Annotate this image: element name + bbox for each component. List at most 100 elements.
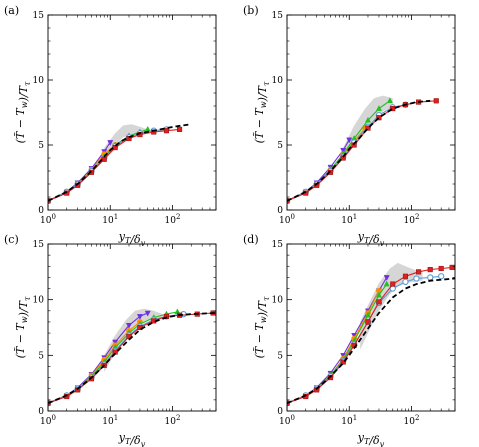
data-point: [402, 273, 409, 279]
plot-area: [287, 95, 439, 205]
x-tick-label: 101: [341, 213, 357, 226]
series-line: [48, 311, 178, 404]
x-axis-label: yT/δv: [357, 230, 385, 248]
y-axis-label: (T̃ − Tw)/Tτ: [253, 296, 271, 358]
data-point: [438, 265, 444, 272]
y-tick-label: 10: [33, 296, 45, 306]
x-ticks: [286, 15, 456, 210]
y-tick-label: 15: [272, 240, 284, 250]
data-point: [449, 264, 455, 270]
y-tick-label: 0: [277, 206, 283, 216]
series-line: [48, 313, 184, 404]
series-5: [48, 126, 183, 204]
x-tick-label: 101: [341, 414, 357, 427]
series-line: [48, 142, 111, 202]
series-0: [287, 99, 431, 202]
series-line: [48, 312, 216, 405]
panel-c: 100 101 102 0 5 10 15 yT/δv (T̃ − Tw)/Tτ (c): [4, 233, 217, 447]
data-point: [375, 105, 382, 111]
panel-label: (b): [243, 4, 259, 17]
y-tick-label: 15: [272, 11, 284, 21]
y-tick-label: 10: [272, 76, 284, 86]
axes-frame: [286, 14, 456, 211]
series-1: [48, 140, 114, 205]
shaded-band: [343, 95, 393, 161]
series-0: [48, 123, 192, 202]
data-point: [136, 314, 143, 320]
series-4: [48, 310, 187, 407]
series-5: [287, 264, 455, 406]
series-line: [48, 123, 192, 202]
x-tick-label: 100: [279, 213, 295, 226]
x-tick-label: 100: [40, 414, 56, 427]
data-point: [365, 319, 371, 325]
axes-frame: [47, 14, 217, 211]
series-2: [48, 142, 119, 204]
data-point: [376, 299, 382, 305]
y-axis-label: (T̃ − Tw)/Tτ: [14, 296, 32, 358]
panel-b: 100 101 102 0 5 10 15 yT/δv (T̃ − Tw)/Tτ (b): [243, 4, 456, 248]
data-point: [402, 278, 409, 286]
data-point: [433, 98, 439, 104]
series-line: [287, 277, 455, 405]
axes-frame: [286, 243, 456, 412]
y-tick-label: 5: [277, 141, 283, 151]
data-point: [364, 311, 371, 318]
x-tick-label: 100: [279, 414, 295, 427]
axes-frame: [47, 243, 217, 412]
y-ticks: [48, 14, 216, 211]
series-line: [287, 290, 380, 404]
data-point: [163, 313, 170, 319]
x-tick-label: 100: [40, 213, 56, 226]
data-point: [376, 115, 382, 121]
series-line: [287, 99, 431, 202]
data-point: [383, 275, 390, 281]
data-point: [364, 116, 371, 123]
data-point: [125, 323, 132, 329]
data-point: [177, 126, 183, 132]
x-tick-label: 102: [404, 414, 420, 427]
data-point: [340, 359, 346, 365]
x-ticks: [47, 244, 217, 411]
y-tick-label: 5: [277, 351, 283, 361]
series-line: [287, 139, 350, 202]
x-tick-label: 102: [404, 213, 420, 226]
data-point: [438, 273, 445, 280]
data-point: [163, 128, 170, 134]
y-axis-label: (T̃ − Tw)/Tτ: [14, 81, 32, 143]
panel-label: (a): [4, 4, 19, 17]
y-ticks: [48, 243, 216, 412]
panel-d: 100 101 102 0 5 10 15 yT/δv (T̃ − Tw)/Tτ (d): [243, 233, 456, 447]
x-axis-label: yT/δv: [118, 431, 146, 447]
y-tick-label: 5: [38, 351, 44, 361]
y-ticks: [287, 243, 455, 412]
x-tick-label: 102: [165, 213, 181, 226]
series-4: [48, 126, 170, 205]
y-tick-label: 0: [38, 206, 44, 216]
series-0: [48, 312, 216, 405]
plot-area: [48, 123, 192, 205]
series-1: [287, 137, 353, 205]
data-point: [365, 125, 371, 131]
x-tick-label: 101: [102, 414, 118, 427]
x-axis-label: yT/δv: [118, 230, 146, 248]
data-point: [383, 280, 390, 287]
plot-area: [48, 308, 216, 407]
y-tick-label: 0: [277, 407, 283, 417]
data-point: [112, 145, 118, 151]
data-point: [151, 129, 157, 135]
y-tick-label: 15: [33, 240, 45, 250]
x-axis-label: yT/δv: [357, 431, 385, 447]
y-tick-label: 0: [38, 407, 44, 417]
panel-label: (d): [243, 233, 259, 246]
y-tick-label: 15: [33, 11, 45, 21]
series-line: [287, 266, 453, 404]
x-ticks: [286, 244, 456, 411]
data-point: [413, 275, 420, 282]
x-tick-label: 101: [102, 213, 118, 226]
y-axis-label: (T̃ − Tw)/Tτ: [253, 81, 271, 143]
data-point: [375, 291, 382, 298]
shaded-band: [360, 262, 423, 350]
y-ticks: [287, 14, 455, 211]
